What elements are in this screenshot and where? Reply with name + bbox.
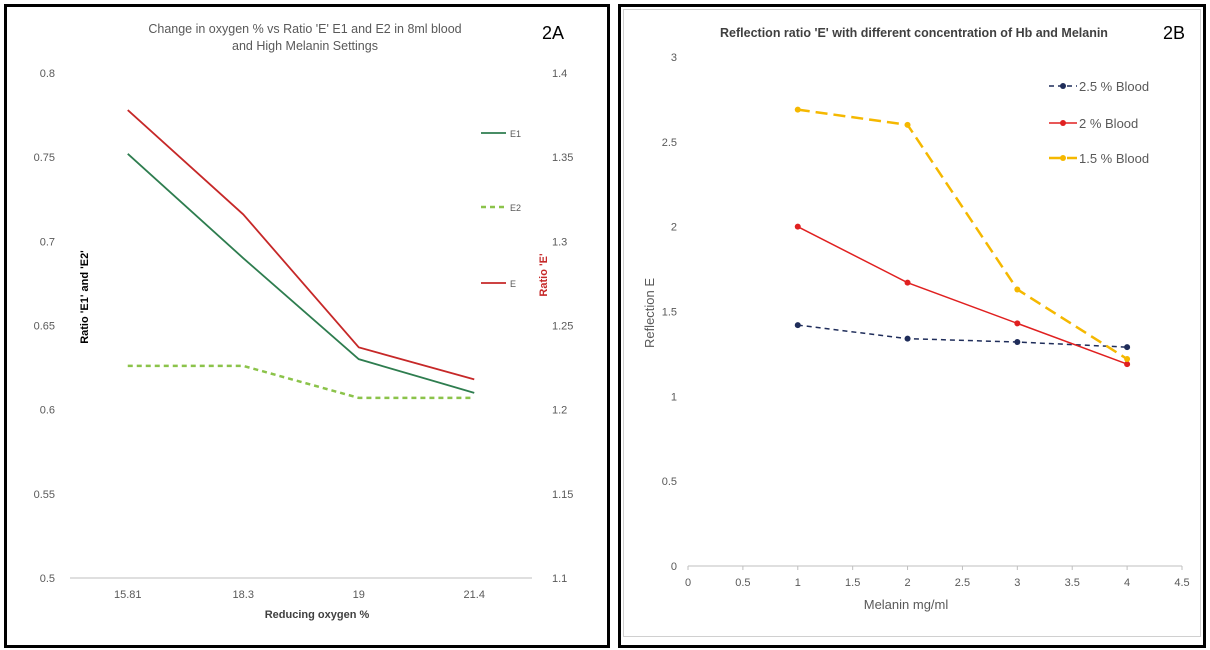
chart-2a-y-left-tick-label: 0.55 (34, 489, 55, 501)
chart-2b-y-tick-label: 3 (671, 52, 677, 64)
chart-2a-y-left-tick-label: 0.5 (40, 573, 55, 585)
chart-2a-title-line1: Change in oxygen % vs Ratio 'E' E1 and E… (148, 22, 461, 36)
chart-2a-legend-label: E1 (510, 129, 521, 139)
chart-2a-title-line2: and High Melanin Settings (232, 39, 378, 53)
chart-2a-y-left-tick-label: 0.6 (40, 405, 55, 417)
chart-2a-y-left-tick-label: 0.7 (40, 236, 55, 248)
chart-2b-legend-marker (1060, 155, 1066, 161)
chart-2b-legend-label: 1.5 % Blood (1079, 151, 1149, 166)
chart-2b-x-tick-label: 3 (1014, 577, 1020, 589)
chart-2b-y-tick-label: 2.5 (662, 137, 677, 149)
chart-2a-y-right-tick-label: 1.1 (552, 573, 567, 585)
chart-2b-y-tick-label: 2 (671, 222, 677, 234)
chart-2a-y-left-tick-label: 0.8 (40, 68, 55, 80)
chart-2b-x-tick-label: 0.5 (735, 577, 750, 589)
chart-2a-x-tick-label: 19 (353, 589, 365, 601)
chart-2b-data-point (904, 121, 911, 128)
chart-2a-x-axis-label: Reducing oxygen % (265, 609, 370, 621)
chart-2b-x-tick-label: 1 (795, 577, 801, 589)
chart-2b-data-point (794, 106, 801, 113)
chart-2a-y-left-tick-label: 0.75 (34, 152, 55, 164)
chart-2b-data-point (904, 279, 911, 286)
chart-2a-legend-label: E2 (510, 203, 521, 213)
chart-2a-legend-label: E (510, 279, 516, 289)
chart-2a-y-right-tick-label: 1.15 (552, 489, 573, 501)
chart-2a-x-tick-label: 21.4 (464, 589, 485, 601)
chart-2b-x-tick-label: 3.5 (1065, 577, 1080, 589)
chart-2b-data-point (1014, 286, 1021, 293)
chart-2b-plot-frame (623, 9, 1201, 637)
chart-2a-y-right-tick-label: 1.3 (552, 236, 567, 248)
chart-2b-legend-marker (1060, 83, 1066, 89)
chart-2b-data-point (1014, 320, 1021, 327)
chart-2b-legend-label: 2.5 % Blood (1079, 79, 1149, 94)
chart-2a-y-right-tick-label: 1.25 (552, 321, 573, 333)
chart-2b-x-tick-label: 4 (1124, 577, 1130, 589)
chart-2b-data-point (794, 322, 801, 329)
chart-2a-series-line-e2 (127, 364, 475, 400)
chart-2a-panel-label: 2A (542, 23, 564, 43)
chart-2b-y-axis-label: Reflection E (642, 278, 657, 348)
chart-2a-series-line-e1 (127, 153, 475, 394)
chart-2a-y-right-axis-label: Ratio 'E' (538, 253, 550, 297)
chart-2b-x-axis-label: Melanin mg/ml (864, 597, 949, 612)
chart-2b-y-tick-label: 1 (671, 391, 677, 403)
chart-2a-series-line-e (127, 109, 475, 381)
chart-2b-data-point (1014, 339, 1021, 346)
chart-2b-y-tick-label: 0 (671, 561, 677, 573)
chart-panel-2a: Change in oxygen % vs Ratio 'E' E1 and E… (4, 4, 610, 648)
chart-2a-y-right-tick-label: 1.4 (552, 68, 567, 80)
chart-2b-x-tick-label: 2 (904, 577, 910, 589)
chart-2b-y-tick-label: 0.5 (662, 476, 677, 488)
chart-2a-y-left-tick-label: 0.65 (34, 321, 55, 333)
chart-2a-x-tick-label: 18.3 (233, 589, 254, 601)
chart-2b-data-point (1124, 361, 1131, 368)
chart-2b-svg: Reflection ratio 'E' with different conc… (642, 23, 1190, 612)
chart-2a-x-tick-label: 15.81 (114, 589, 142, 601)
chart-2b-data-point (904, 335, 911, 342)
chart-2b-panel-label: 2B (1163, 23, 1185, 43)
chart-2b-series-line-1 (797, 324, 1128, 348)
chart-2b-x-tick-label: 2.5 (955, 577, 970, 589)
chart-panel-2b: Reflection ratio 'E' with different conc… (618, 4, 1206, 648)
chart-2b-legend-marker (1060, 120, 1066, 126)
chart-2b-title: Reflection ratio 'E' with different conc… (720, 26, 1108, 40)
chart-2b-data-point (1124, 356, 1131, 363)
chart-2b-x-tick-label: 1.5 (845, 577, 860, 589)
chart-2b-x-tick-label: 4.5 (1174, 577, 1189, 589)
chart-2a-svg: Change in oxygen % vs Ratio 'E' E1 and E… (34, 22, 574, 621)
chart-2a-y-right-tick-label: 1.2 (552, 405, 567, 417)
chart-2b-series-line-2 (797, 225, 1128, 365)
chart-2a-y-right-tick-label: 1.35 (552, 152, 573, 164)
chart-2b-legend-label: 2 % Blood (1079, 116, 1138, 131)
chart-2b-data-point (1124, 344, 1131, 351)
chart-2b-series-line-3 (797, 108, 1128, 361)
chart-2b-x-tick-label: 0 (685, 577, 691, 589)
chart-2b-y-tick-label: 1.5 (662, 307, 677, 319)
chart-2a-y-left-axis-label: Ratio 'E1' and 'E2' (79, 250, 91, 344)
chart-2b-data-point (794, 223, 801, 230)
